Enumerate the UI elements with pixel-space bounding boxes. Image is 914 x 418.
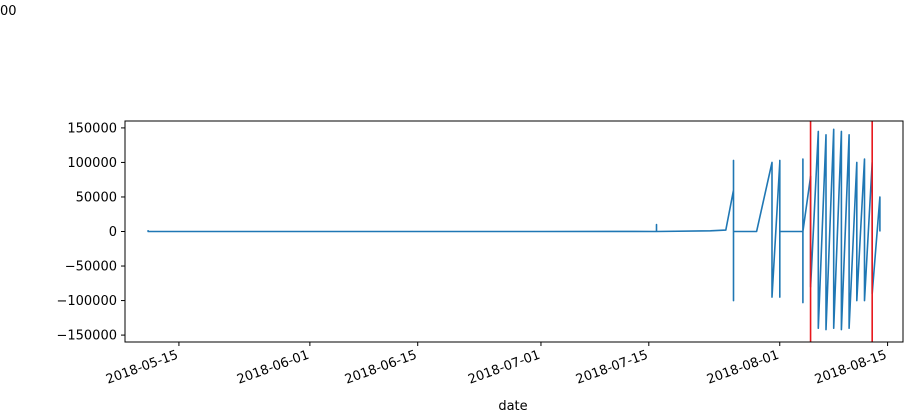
- corner-text: 00: [0, 4, 17, 19]
- x-tick-label: 2018-07-15: [574, 348, 650, 388]
- y-tick-label: −100000: [56, 294, 117, 309]
- series-line-0: [147, 128, 881, 331]
- x-axis: 2018-05-15 2018-06-01 2018-06-15 2018-07-01…: [104, 342, 889, 388]
- y-tick-label: −50000: [65, 260, 117, 275]
- plot-content: [147, 121, 881, 342]
- x-tick-label: 2018-08-15: [813, 348, 889, 388]
- x-tick-label: 2018-06-01: [235, 348, 311, 388]
- y-tick-label: 50000: [76, 190, 117, 205]
- y-tick-label: −150000: [56, 329, 117, 344]
- x-tick-label: 2018-07-01: [466, 348, 542, 388]
- y-tick-label: 0: [109, 225, 117, 240]
- x-tick-label: 2018-05-15: [104, 348, 180, 388]
- x-axis-label: date: [498, 399, 527, 414]
- y-tick-label: 150000: [67, 121, 117, 136]
- y-tick-label: 100000: [67, 156, 117, 171]
- x-tick-label: 2018-08-01: [705, 348, 781, 388]
- y-axis: 150000 100000 50000 0 −50000 −100000 −150000: [56, 121, 125, 344]
- x-tick-label: 2018-06-15: [343, 348, 419, 388]
